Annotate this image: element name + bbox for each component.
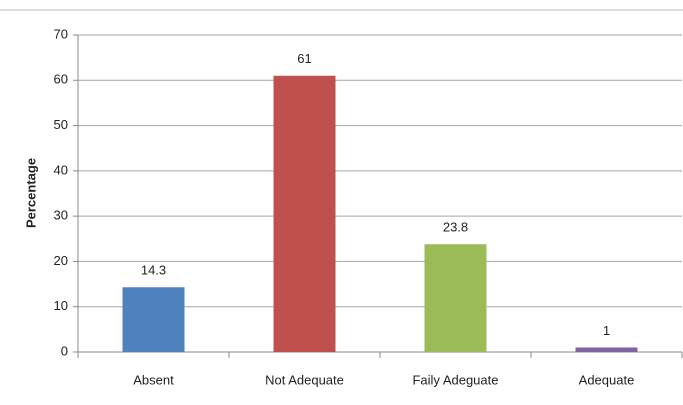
y-tick-label: 40 <box>54 162 68 177</box>
data-label: 1 <box>603 323 610 338</box>
y-axis-label: Percentage <box>23 158 38 228</box>
bar <box>424 244 487 352</box>
y-tick-label: 10 <box>54 298 68 313</box>
data-label: 61 <box>297 51 311 66</box>
data-label: 23.8 <box>443 220 468 235</box>
bar <box>273 75 336 352</box>
bar <box>122 287 185 352</box>
data-label: 14.3 <box>141 263 166 278</box>
y-tick-label: 50 <box>54 117 68 132</box>
bar <box>575 347 638 352</box>
x-tick-label: Not Adequate <box>265 372 344 387</box>
y-tick-label: 20 <box>54 253 68 268</box>
y-tick-label: 60 <box>54 72 68 87</box>
y-tick-label: 0 <box>61 343 68 358</box>
x-tick-label: Adequate <box>579 372 635 387</box>
x-tick-label: Faily Adeguate <box>412 372 498 387</box>
y-tick-label: 70 <box>54 26 68 41</box>
y-tick-label: 30 <box>54 208 68 223</box>
x-tick-label: Absent <box>133 372 174 387</box>
